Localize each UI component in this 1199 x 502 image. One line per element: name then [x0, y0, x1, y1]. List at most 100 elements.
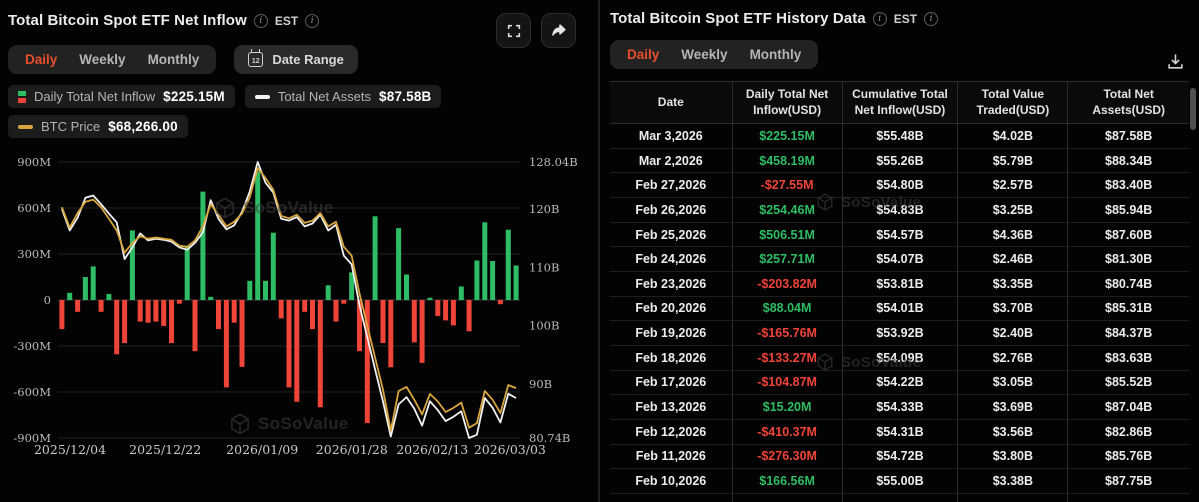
history-data-panel: Total Bitcoin Spot ETF History Data EST …: [600, 0, 1199, 502]
chart-title: Total Bitcoin Spot ETF Net Inflow: [8, 12, 247, 29]
tab-daily[interactable]: Daily: [25, 52, 58, 67]
legend-value: $87.58B: [379, 89, 432, 104]
download-button[interactable]: [1166, 52, 1185, 76]
cell-date: Feb 25,2026: [635, 227, 707, 242]
etf-table-head: Date Daily Total Net Inflow(USD) Cumulat…: [610, 82, 1189, 125]
inflow-bars-icon: [18, 90, 26, 103]
svg-text:128.04B: 128.04B: [529, 155, 578, 169]
cell-date: Feb 17,2026: [635, 375, 707, 390]
table-row: Feb 10,2026 $166.56M $55.00B $3.38B $87.75B: [610, 469, 1189, 494]
cell-value-traded: $4.36B: [957, 222, 1067, 247]
legend-value: $225.15M: [163, 89, 225, 104]
tab-weekly[interactable]: Weekly: [681, 47, 728, 62]
cell-daily-inflow: $225.15M: [731, 124, 842, 148]
svg-text:2026/01/28: 2026/01/28: [316, 442, 388, 457]
table-scrollbar-thumb[interactable]: [1190, 88, 1196, 130]
cell-date: Mar 2,2026: [638, 153, 703, 168]
cell-value-traded: $3.25B: [957, 198, 1067, 222]
cell-cumulative-inflow: $54.07B: [841, 247, 958, 272]
cell-date: Feb 10,2026: [635, 473, 707, 488]
cell-value-traded: $3.38B: [957, 469, 1067, 493]
calendar-icon: [248, 49, 264, 67]
legend-label: Total Net Assets: [277, 89, 372, 104]
fullscreen-icon: [507, 24, 520, 37]
etf-history-table: Date Daily Total Net Inflow(USD) Cumulat…: [610, 81, 1189, 502]
table-row: Mar 2,2026 $458.19M $55.26B $5.79B $88.34B: [610, 148, 1189, 174]
cell-date: Feb 26,2026: [635, 202, 707, 217]
fullscreen-button[interactable]: [496, 13, 531, 48]
cell-date: Feb 12,2026: [635, 424, 707, 439]
legend-btc-price[interactable]: BTC Price $68,266.00: [8, 115, 188, 138]
cell-cumulative-inflow: $53.81B: [841, 272, 958, 296]
cell-daily-inflow: $15.20M: [731, 395, 842, 419]
svg-text:120B: 120B: [529, 202, 559, 216]
cell-date: Mar 3,2026: [638, 129, 703, 143]
tab-daily[interactable]: Daily: [627, 47, 660, 62]
cell-cumulative-inflow: $54.72B: [841, 444, 958, 469]
cell-daily-inflow: -$410.37M: [731, 419, 842, 444]
cell-value-traded: $3.56B: [957, 419, 1067, 444]
svg-text:2025/12/04: 2025/12/04: [34, 442, 106, 457]
cell-value-traded: [957, 493, 1067, 502]
svg-text:80.74B: 80.74B: [529, 431, 570, 445]
legend-daily-net-inflow[interactable]: Daily Total Net Inflow $225.15M: [8, 85, 235, 108]
download-icon: [1168, 54, 1183, 69]
cell-daily-inflow: -$27.55M: [731, 173, 842, 198]
timezone-info-icon[interactable]: [305, 13, 320, 28]
tab-weekly[interactable]: Weekly: [79, 52, 126, 67]
cell-net-assets: $87.58B: [1067, 124, 1189, 148]
svg-text:0: 0: [44, 293, 51, 307]
tab-monthly[interactable]: Monthly: [749, 47, 802, 62]
cell-value-traded: $2.57B: [957, 173, 1067, 198]
cell-daily-inflow: $257.71M: [731, 247, 842, 272]
date-range-button[interactable]: Date Range: [234, 45, 358, 74]
tab-monthly[interactable]: Monthly: [147, 52, 200, 67]
svg-text:110B: 110B: [529, 260, 559, 274]
table-period-tabs: Daily Weekly Monthly: [610, 40, 819, 69]
cell-date: Feb 19,2026: [635, 326, 707, 341]
cell-cumulative-inflow: [841, 493, 958, 502]
cell-cumulative-inflow: $54.01B: [841, 296, 958, 321]
cell-value-traded: $3.35B: [957, 272, 1067, 296]
table-row: Feb 12,2026 -$410.37M $54.31B $3.56B $82.86B: [610, 419, 1189, 445]
assets-line-icon: [254, 94, 270, 99]
svg-text:-300M: -300M: [13, 339, 51, 353]
legend-total-net-assets[interactable]: Total Net Assets $87.58B: [244, 85, 442, 108]
cell-net-assets: $85.31B: [1067, 296, 1189, 321]
etf-combo-chart-canvas[interactable]: 900M 600M 300M 0 -300M -600M -900M 128.04B 120B 1…: [8, 148, 588, 466]
table-controls: Daily Weekly Monthly: [610, 40, 1189, 69]
btc-line-icon: [18, 124, 33, 129]
cell-value-traded: $5.79B: [957, 148, 1067, 173]
cell-net-assets: $85.94B: [1067, 198, 1189, 222]
chart-title-info-icon[interactable]: [253, 13, 268, 28]
share-button[interactable]: [541, 13, 576, 48]
cell-date: Feb 11,2026: [635, 449, 706, 464]
cell-value-traded: $4.02B: [957, 124, 1067, 148]
cell-net-assets: [1067, 493, 1189, 502]
cell-date: Feb 27,2026: [635, 178, 707, 193]
svg-text:90B: 90B: [529, 377, 552, 391]
cell-cumulative-inflow: $54.83B: [841, 198, 958, 222]
chart-legend: Daily Total Net Inflow $225.15M Total Ne…: [8, 85, 573, 138]
timezone-info-icon[interactable]: [924, 11, 939, 26]
cell-net-assets: $80.74B: [1067, 272, 1189, 296]
svg-text:300M: 300M: [17, 247, 51, 261]
share-icon: [552, 24, 566, 36]
cell-daily-inflow: -$165.76M: [731, 321, 842, 345]
cell-cumulative-inflow: $54.09B: [841, 345, 958, 370]
cell-cumulative-inflow: $54.57B: [841, 222, 958, 247]
cell-net-assets: $82.86B: [1067, 419, 1189, 444]
legend-value: $68,266.00: [108, 119, 178, 134]
svg-text:-900M: -900M: [13, 431, 51, 445]
table-row: Feb 27,2026 -$27.55M $54.80B $2.57B $83.40B: [610, 173, 1189, 199]
cell-value-traded: $3.80B: [957, 444, 1067, 469]
svg-text:900M: 900M: [17, 155, 51, 169]
table-title-info-icon[interactable]: [872, 11, 887, 26]
cell-net-assets: $83.40B: [1067, 173, 1189, 198]
chart-period-tabs: Daily Weekly Monthly: [8, 45, 217, 74]
chart-actions: [496, 13, 576, 48]
table-row: Feb 13,2026 $15.20M $54.33B $3.69B $87.04B: [610, 395, 1189, 420]
cell-net-assets: $81.30B: [1067, 247, 1189, 272]
table-row: Feb 19,2026 -$165.76M $53.92B $2.40B $84.37B: [610, 321, 1189, 346]
